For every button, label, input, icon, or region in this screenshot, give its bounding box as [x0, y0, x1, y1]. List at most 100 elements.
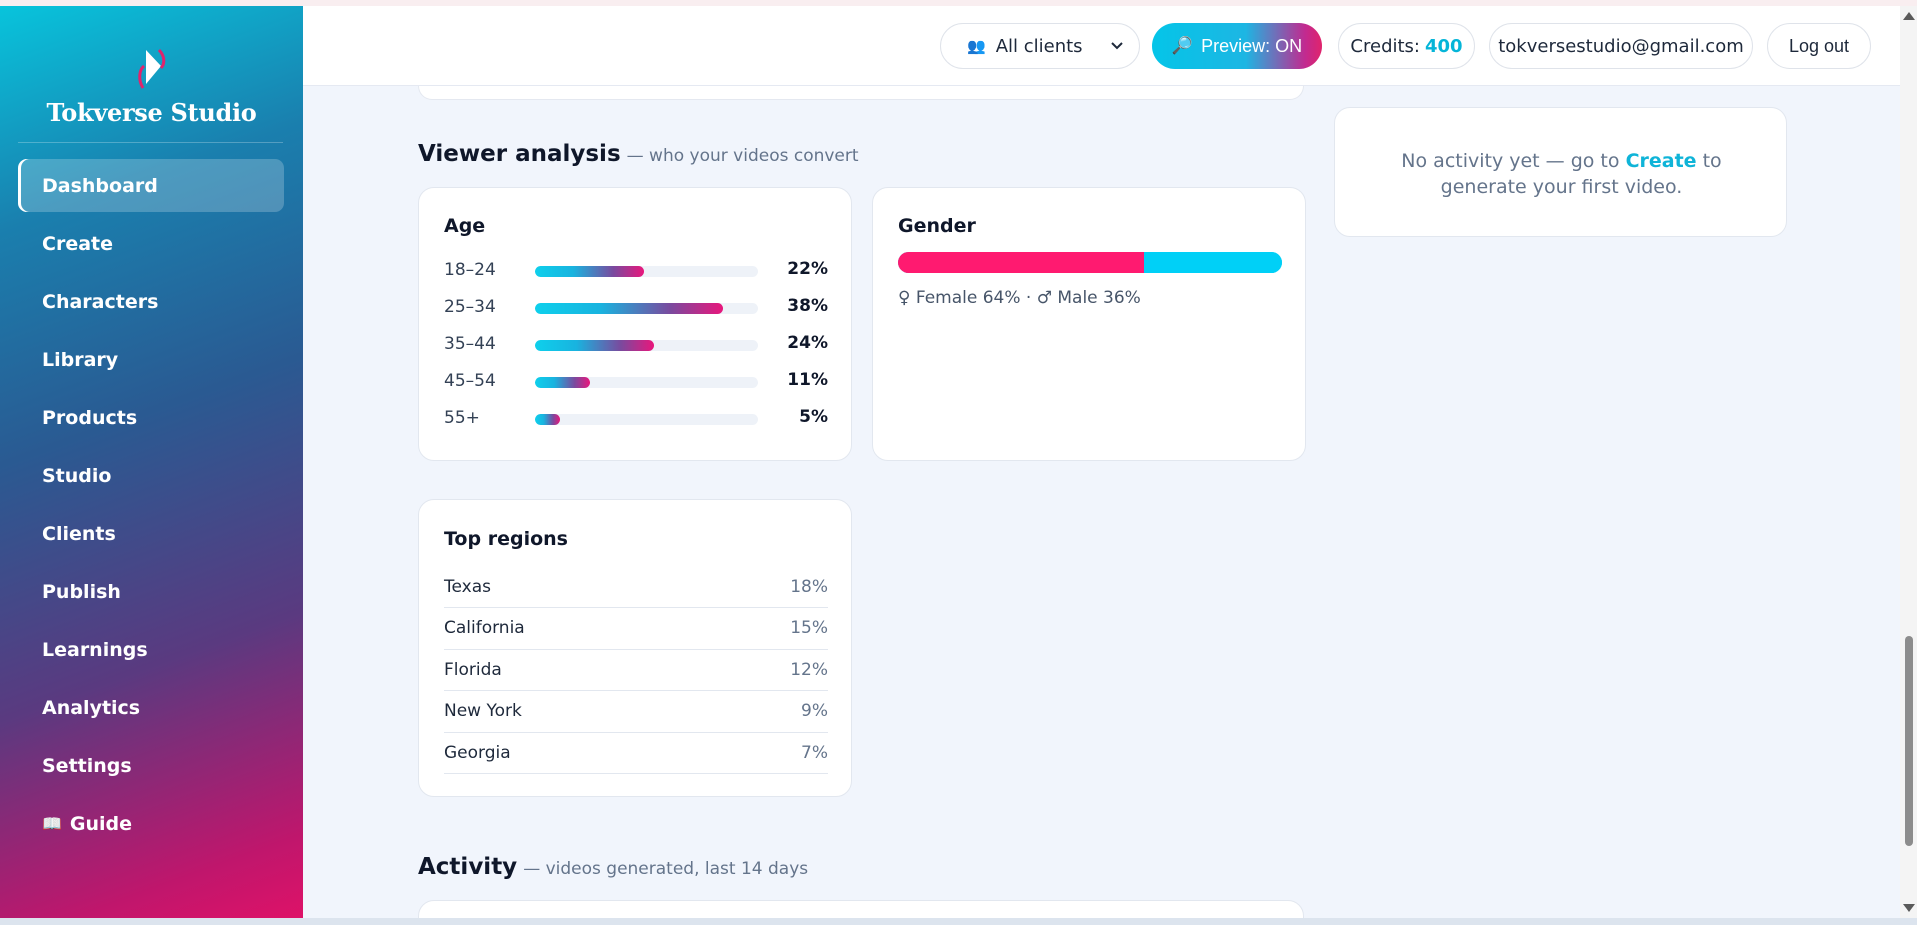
sidebar-item-label: Products [42, 406, 138, 429]
preview-toggle-button[interactable]: 🔎 Preview: ON [1152, 23, 1322, 69]
sidebar-item-label: Publish [42, 580, 121, 603]
book-icon: 📖 [42, 814, 62, 833]
client-select[interactable]: 👥 All clients [940, 23, 1140, 69]
region-value: 18% [790, 576, 828, 597]
preview-label: Preview: ON [1201, 35, 1303, 56]
credits-label: Credits: [1350, 35, 1420, 57]
region-value: 7% [801, 742, 828, 763]
topbar: 👥 All clients 🔎 Preview: ON Credits: 400 … [303, 6, 1900, 86]
window-bottom-edge [0, 918, 1917, 925]
brand[interactable]: Tokverse Studio [0, 44, 303, 127]
sidebar-divider [18, 142, 283, 143]
sidebar-item-dashboard[interactable]: Dashboard [18, 159, 284, 212]
create-link[interactable]: Create [1625, 150, 1697, 172]
sidebar-item-clients[interactable]: Clients [18, 507, 284, 560]
logout-button[interactable]: Log out [1767, 23, 1871, 69]
scroll-down-arrow-icon[interactable] [1903, 904, 1915, 912]
sidebar-item-create[interactable]: Create [18, 217, 284, 270]
viewer-analysis-heading: Viewer analysis — who your videos convert [418, 141, 859, 167]
sidebar-item-guide[interactable]: 📖 Guide [18, 797, 284, 850]
sidebar-item-label: Settings [42, 754, 132, 777]
age-bar-fill [535, 340, 654, 351]
region-name: California [444, 618, 525, 638]
viewer-analysis-subtitle: — who your videos convert [626, 146, 859, 166]
sidebar-item-learnings[interactable]: Learnings [18, 623, 284, 676]
sidebar: Tokverse Studio Dashboard Create Character… [0, 6, 303, 918]
age-bar-fill [535, 266, 645, 277]
region-row: Texas 18% [444, 566, 828, 608]
sidebar-item-studio[interactable]: Studio [18, 449, 284, 502]
sidebar-item-label: Learnings [42, 638, 148, 661]
sidebar-item-publish[interactable]: Publish [18, 565, 284, 618]
age-bar-fill [535, 303, 724, 314]
gender-bar [898, 252, 1282, 273]
sidebar-item-label: Clients [42, 522, 116, 545]
age-card: Age 18–24 22% 25–34 38% 35–44 24% 45–54 11% 55+ 5… [418, 187, 852, 461]
region-value: 9% [801, 701, 828, 721]
age-row-value: 24% [787, 333, 828, 353]
age-row-label: 18–24 [444, 260, 496, 280]
age-bar-track [535, 377, 758, 388]
region-row: Florida 12% [444, 649, 828, 691]
sidebar-item-label: Characters [42, 290, 159, 313]
region-row: Georgia 7% [444, 732, 828, 774]
age-row-value: 38% [787, 296, 828, 316]
region-row: New York 9% [444, 691, 828, 733]
age-bar-track [535, 340, 758, 351]
sidebar-item-label: Studio [42, 464, 112, 487]
age-row: 25–34 38% [444, 295, 828, 319]
recent-activity-empty-text: No activity yet — go to Create to genera… [1401, 150, 1722, 198]
brand-logo-icon [137, 48, 165, 89]
sidebar-item-library[interactable]: Library [18, 333, 284, 386]
age-row: 45–54 11% [444, 369, 828, 393]
top-regions-card: Top regions Texas 18% California 15% Florida… [418, 499, 852, 797]
sidebar-item-settings[interactable]: Settings [18, 739, 284, 792]
age-row-label: 45–54 [444, 371, 496, 391]
brand-name: Tokverse Studio [46, 98, 257, 127]
age-bar-track [535, 414, 758, 425]
scroll-up-arrow-icon[interactable] [1903, 12, 1915, 20]
region-name: Florida [444, 659, 502, 680]
region-value: 12% [790, 659, 828, 680]
gender-caption: ♀ Female 64% · ♂ Male 36% [898, 288, 1141, 308]
recent-activity-card: No activity yet — go to Create to genera… [1334, 107, 1787, 237]
age-row: 35–44 24% [444, 332, 828, 356]
magnifier-icon: 🔎 [1171, 36, 1194, 55]
region-name: New York [444, 701, 522, 721]
client-select-value: All clients [995, 35, 1083, 57]
window-top-edge [0, 0, 1917, 6]
age-card-title: Age [444, 215, 486, 237]
age-bar-track [535, 303, 758, 314]
sidebar-item-label: Library [42, 348, 119, 371]
gender-card: Gender ♀ Female 64% · ♂ Male 36% [872, 187, 1306, 461]
age-row: 18–24 22% [444, 258, 828, 282]
age-bar-track [535, 266, 758, 277]
sidebar-item-analytics[interactable]: Analytics [18, 681, 284, 734]
credits-value: 400 [1425, 35, 1463, 57]
region-name: Texas [444, 576, 491, 597]
scrollbar-thumb[interactable] [1905, 636, 1913, 846]
sidebar-item-label: Create [42, 232, 113, 255]
gender-card-title: Gender [898, 215, 976, 237]
age-bar-fill [535, 414, 560, 425]
viewer-analysis-title: Viewer analysis [418, 141, 621, 167]
sidebar-item-label: Dashboard [42, 174, 158, 197]
sidebar-item-products[interactable]: Products [18, 391, 284, 444]
gender-bar-male [1143, 252, 1282, 273]
chevron-down-icon [1111, 42, 1123, 50]
gender-bar-female [898, 252, 1144, 273]
age-row-label: 55+ [444, 408, 480, 428]
credits-badge[interactable]: Credits: 400 [1338, 23, 1475, 69]
region-value: 15% [790, 618, 828, 638]
age-row: 55+ 5% [444, 406, 828, 430]
age-row-value: 22% [787, 259, 828, 279]
age-row-value: 11% [787, 370, 828, 390]
sidebar-item-characters[interactable]: Characters [18, 275, 284, 328]
activity-heading: Activity — videos generated, last 14 days [418, 854, 808, 880]
sidebar-item-label: Guide [69, 812, 133, 835]
account-email[interactable]: tokversestudio@gmail.com [1489, 23, 1753, 69]
age-row-label: 25–34 [444, 297, 496, 317]
activity-subtitle: — videos generated, last 14 days [523, 859, 809, 879]
top-regions-title: Top regions [444, 528, 568, 550]
region-row: California 15% [444, 608, 828, 650]
